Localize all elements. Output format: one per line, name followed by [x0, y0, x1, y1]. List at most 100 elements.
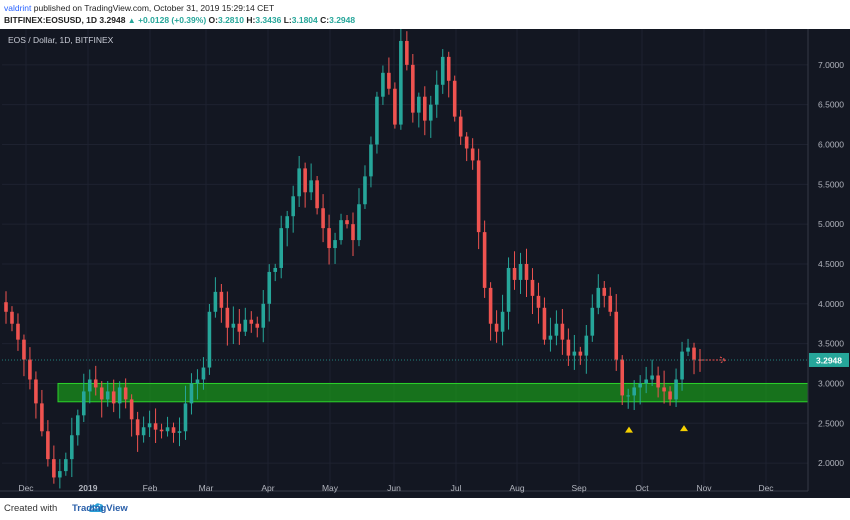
candle-body: [512, 267, 517, 280]
candle-body: [135, 419, 140, 436]
y-tick-label: 3.5000: [818, 339, 844, 349]
candle-body: [375, 96, 379, 145]
candle-body: [213, 291, 218, 312]
candle-body: [417, 96, 421, 113]
candle-body: [273, 267, 278, 272]
candle-body: [560, 323, 565, 340]
candle-body: [542, 307, 547, 340]
pattern-markers: [625, 425, 688, 433]
candle-body: [566, 339, 571, 356]
candle-body: [28, 359, 32, 380]
candle-body: [590, 307, 595, 336]
candle-body: [393, 88, 397, 125]
candle-body: [548, 335, 553, 340]
author-name[interactable]: valdrint: [4, 3, 32, 13]
low-label: L:: [283, 15, 292, 25]
x-tick-label: Apr: [261, 483, 274, 493]
candle-body: [644, 379, 648, 384]
candle-body: [339, 220, 343, 241]
candle-body: [686, 347, 690, 352]
candle-body: [4, 302, 8, 312]
candle-body: [572, 351, 577, 356]
candle-body: [381, 72, 385, 97]
y-tick-label: 4.0000: [818, 299, 844, 309]
candle-body: [255, 323, 260, 328]
publish-info: published on TradingView.com, October 31…: [33, 3, 275, 13]
candle-body: [141, 427, 146, 436]
symbol-label: BITFINEX:EOSUSD, 1D: [4, 15, 98, 25]
publish-line: valdrint published on TradingView.com, O…: [4, 3, 274, 13]
candle-body: [626, 395, 631, 397]
price-axis[interactable]: 7.0000 6.5000 6.0000 5.5000 5.0000 4.5000 4.00…: [807, 29, 850, 498]
candle-body: [446, 56, 451, 81]
candle-body: [58, 471, 62, 478]
price-chart[interactable]: 7.0000 6.5000 6.0000 5.5000 5.0000 4.5000 4.00…: [0, 29, 850, 498]
time-axis[interactable]: Dec 2019 Feb Mar Apr May Jun Jul Aug Sep Oct Nov Dec: [0, 483, 808, 493]
y-tick-label: 5.0000: [818, 219, 844, 229]
candle-body: [183, 403, 188, 432]
candle-body: [147, 423, 152, 428]
tradingview-logo-icon[interactable]: [56, 500, 136, 516]
candle-body: [46, 431, 50, 460]
candle-body: [64, 459, 68, 472]
x-tick-label: Feb: [143, 483, 158, 493]
candle-body: [34, 379, 38, 404]
last-price-badge: [809, 352, 849, 367]
candle-body: [357, 204, 361, 241]
candle-body: [243, 319, 248, 332]
candle-body: [608, 295, 613, 312]
candle-body: [518, 263, 523, 280]
candle-body: [10, 311, 14, 324]
candle-body: [22, 339, 26, 360]
candle-body: [309, 180, 313, 193]
candle-body: [237, 323, 242, 332]
candle-body: [500, 311, 505, 332]
projection-arrow-icon: [702, 356, 728, 364]
open-value: 3.2810: [217, 15, 244, 25]
candle-body: [153, 423, 158, 430]
tradingview-brand[interactable]: TradingView: [72, 503, 128, 514]
low-value: 3.1804: [291, 15, 318, 25]
y-tick-label: 3.0000: [818, 378, 844, 388]
candle-body: [662, 387, 666, 392]
candle-body: [464, 136, 469, 149]
x-tick-label: Aug: [509, 483, 524, 493]
candle-body: [285, 216, 289, 229]
candle-body: [470, 148, 475, 161]
y-tick-label: 2.0000: [818, 458, 844, 468]
candle-body: [123, 387, 128, 400]
y-tick-label: 7.0000: [818, 60, 844, 70]
candle-body: [422, 96, 427, 121]
candle-body: [105, 391, 110, 400]
candle-body: [231, 323, 236, 328]
x-tick-label: Oct: [635, 483, 649, 493]
candle-body: [321, 208, 325, 229]
candle-body: [650, 375, 654, 380]
candle-body: [75, 415, 80, 436]
footer: Created with TradingView: [0, 498, 850, 520]
x-tick-label: Sep: [571, 483, 586, 493]
candle-body: [207, 311, 212, 368]
candle-body: [70, 435, 74, 460]
price-change: +0.0128 (+0.39%): [138, 15, 207, 25]
candle-body: [668, 391, 672, 400]
candle-body: [177, 431, 182, 433]
candle-body: [291, 196, 295, 217]
candle-body: [488, 287, 493, 324]
candle-body: [578, 351, 583, 356]
candle-body: [620, 359, 625, 396]
candle-body: [482, 232, 487, 288]
support-zone-rect: [57, 382, 809, 403]
candle-series: [2, 29, 808, 489]
x-tick-label: Nov: [696, 483, 712, 493]
candle-body: [81, 391, 86, 416]
y-tick-label: 2.5000: [818, 418, 844, 428]
candle-body: [93, 379, 98, 388]
x-tick-label: May: [322, 483, 339, 493]
candle-body: [111, 391, 116, 404]
candle-body: [261, 303, 266, 328]
candle-body: [99, 387, 104, 400]
candle-body: [327, 228, 331, 249]
candle-body: [87, 379, 92, 392]
candle-body: [189, 383, 194, 404]
